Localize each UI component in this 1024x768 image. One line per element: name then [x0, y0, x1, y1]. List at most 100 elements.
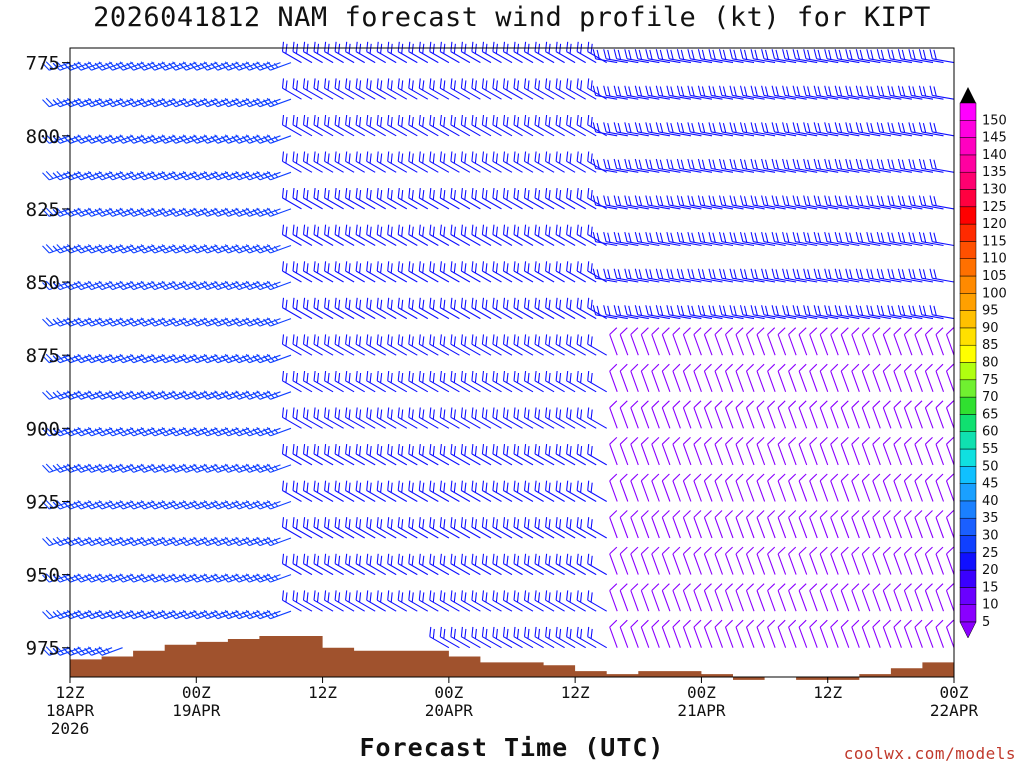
wind-barb: [834, 195, 860, 210]
wind-barb: [739, 85, 765, 100]
wind-barb: [693, 546, 702, 575]
wind-barb: [545, 41, 565, 64]
wind-barb: [861, 327, 871, 356]
wind-barb: [750, 268, 776, 283]
wind-barb: [73, 207, 102, 217]
wind-barb: [263, 61, 292, 71]
wind-barb: [587, 261, 607, 283]
colorbar-label: 110: [982, 252, 1007, 267]
wind-barb: [566, 297, 586, 320]
wind-barb: [157, 317, 186, 327]
colorbar-swatch: [959, 120, 977, 138]
wind-barb: [555, 407, 576, 429]
wind-barb: [334, 407, 355, 429]
wind-barb: [745, 619, 755, 648]
wind-barb: [334, 553, 355, 576]
wind-barb: [624, 158, 649, 173]
wind-barb: [830, 583, 839, 612]
wind-barb: [189, 97, 218, 108]
wind-barb: [73, 390, 102, 400]
wind-barb: [168, 353, 197, 364]
wind-barb: [830, 400, 839, 429]
wind-barb: [750, 49, 776, 64]
wind-barb: [513, 224, 534, 246]
wind-barb: [94, 609, 123, 620]
colorbar-label: 20: [982, 563, 999, 578]
wind-barb: [661, 400, 671, 429]
wind-barb: [576, 261, 597, 283]
wind-barb: [724, 546, 734, 575]
wind-barb: [735, 619, 745, 648]
wind-barb: [366, 590, 386, 612]
wind-barb: [94, 500, 123, 510]
wind-barb: [845, 195, 870, 210]
wind-barb: [42, 463, 71, 473]
wind-barb: [157, 500, 186, 510]
wind-barb: [345, 334, 365, 356]
wind-barb: [893, 583, 902, 612]
wind-barb: [708, 85, 734, 100]
wind-barb: [803, 49, 828, 64]
wind-barb: [729, 268, 755, 283]
wind-barb: [788, 363, 797, 392]
wind-barb: [534, 224, 555, 246]
wind-barb: [798, 363, 808, 392]
wind-barb: [210, 171, 239, 181]
wind-barb: [387, 334, 408, 356]
wind-barb: [855, 49, 881, 64]
wind-barb: [334, 261, 355, 283]
wind-barb: [587, 41, 607, 64]
wind-barb: [231, 134, 260, 144]
wind-barb: [73, 536, 102, 547]
wind-barb: [408, 151, 429, 173]
wind-barb: [366, 188, 386, 210]
wind-barb: [471, 78, 492, 100]
wind-barb: [756, 363, 766, 392]
wind-barb: [619, 510, 629, 539]
wind-barb: [418, 370, 439, 393]
wind-barb: [63, 463, 92, 473]
wind-barb: [861, 473, 871, 502]
wind-barb: [105, 97, 134, 108]
wind-barb: [252, 61, 281, 71]
wind-barb: [851, 619, 860, 648]
wind-barb: [714, 400, 724, 429]
wind-barb: [566, 407, 586, 429]
wind-barb: [798, 400, 808, 429]
wind-barb: [945, 327, 955, 356]
wind-barb: [840, 327, 850, 356]
wind-barb: [666, 268, 691, 283]
wind-barb: [872, 400, 881, 429]
wind-barb: [739, 231, 765, 247]
wind-barb: [210, 463, 239, 473]
wind-barb: [703, 400, 713, 429]
wind-barb: [292, 480, 313, 502]
wind-barb: [136, 463, 165, 473]
wind-barb: [603, 231, 628, 247]
wind-barb: [324, 114, 344, 137]
wind-barb: [387, 444, 408, 466]
wind-barb: [408, 480, 429, 502]
wind-barb: [199, 134, 229, 144]
wind-barb: [798, 583, 808, 612]
wind-barb: [576, 444, 597, 466]
wind-barb: [439, 626, 460, 649]
wind-barb: [231, 207, 260, 217]
wind-barb: [534, 261, 555, 283]
wind-barb: [136, 171, 165, 181]
wind-barb: [777, 510, 787, 539]
wind-barb: [73, 609, 102, 620]
wind-barb: [945, 619, 955, 648]
wind-barb: [376, 444, 397, 466]
wind-barb: [798, 546, 808, 575]
wind-barb: [813, 158, 839, 173]
wind-barb: [566, 224, 586, 246]
wind-barb: [945, 363, 955, 392]
wind-barb: [745, 437, 755, 466]
wind-barb: [126, 609, 155, 620]
wind-barb: [126, 463, 155, 473]
credit-link[interactable]: coolwx.com/models: [843, 744, 1016, 763]
wind-barb: [872, 437, 881, 466]
wind-barb: [42, 171, 71, 181]
wind-barb: [676, 195, 702, 210]
